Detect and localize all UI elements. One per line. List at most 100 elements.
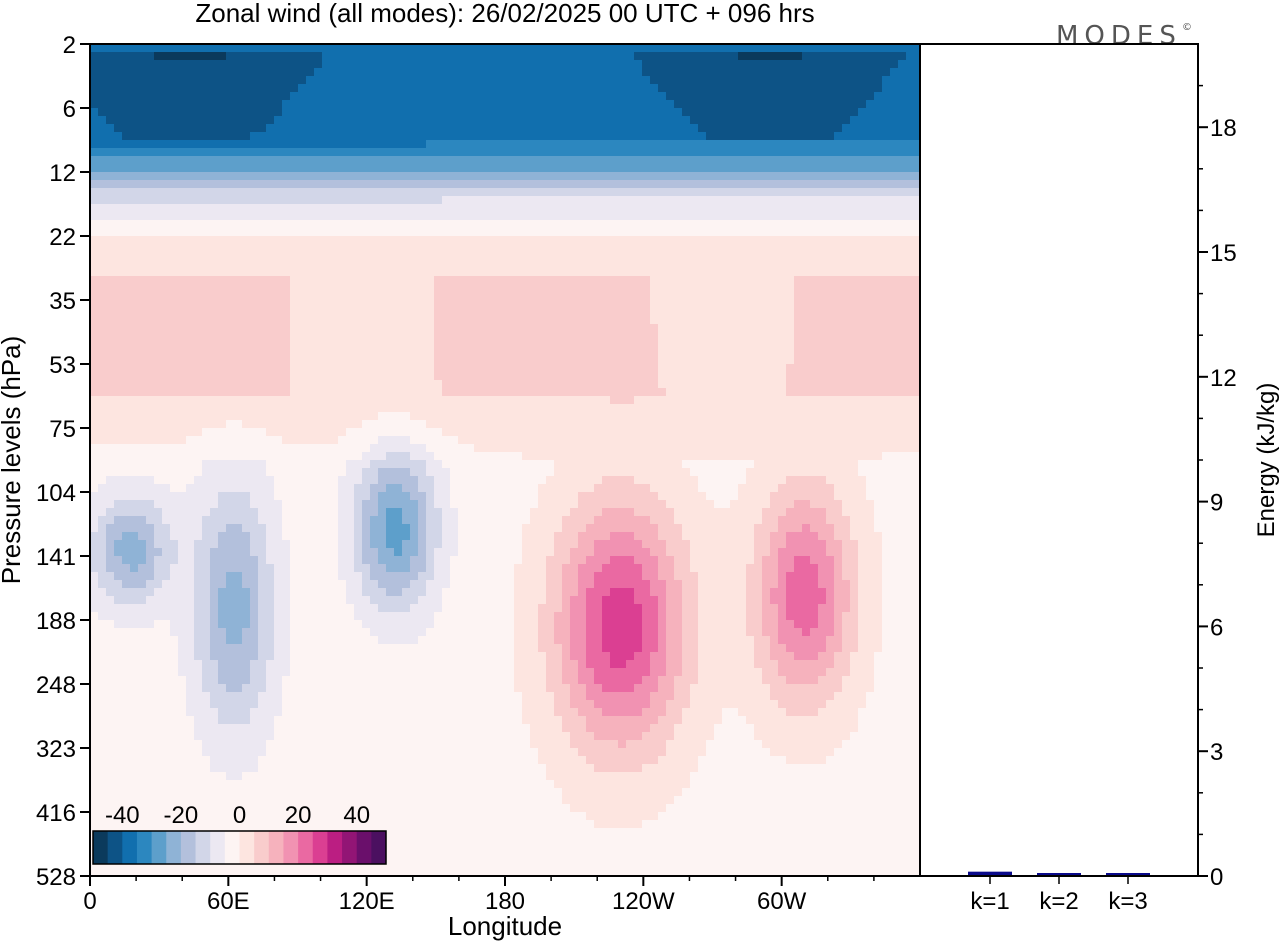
heatmap-cell <box>602 244 611 253</box>
heatmap-cell <box>186 340 195 349</box>
heatmap-cell <box>170 396 179 405</box>
heatmap-cell <box>346 276 355 285</box>
heatmap-cell <box>474 316 483 325</box>
heatmap-cell <box>618 164 627 173</box>
heatmap-cell <box>194 372 203 381</box>
heatmap-cell <box>394 292 403 301</box>
heatmap-cell <box>282 196 291 205</box>
heatmap-cell <box>458 188 467 197</box>
heatmap-cell <box>242 364 251 373</box>
heatmap-cell <box>378 356 387 365</box>
heatmap-cell <box>514 228 523 237</box>
heatmap-cell <box>378 244 387 253</box>
heatmap-cell <box>290 156 299 165</box>
heatmap-cell <box>146 108 155 117</box>
heatmap-cell <box>226 84 235 93</box>
heatmap-cell <box>770 76 779 85</box>
heatmap-cell <box>794 252 803 261</box>
heatmap-cell <box>258 356 267 365</box>
heatmap-cell <box>706 260 715 269</box>
heatmap-cell <box>674 244 683 253</box>
heatmap-cell <box>458 244 467 253</box>
heatmap-cell <box>602 228 611 237</box>
heatmap-cell <box>562 244 571 253</box>
heatmap-cell <box>226 364 235 373</box>
heatmap-cell <box>706 84 715 93</box>
heatmap-cell <box>98 420 107 429</box>
heatmap-cell <box>218 356 227 365</box>
heatmap-cell <box>618 348 627 357</box>
heatmap-cell <box>738 156 747 165</box>
heatmap-cell <box>786 52 795 61</box>
heatmap-cell <box>258 260 267 269</box>
heatmap-cell <box>258 76 267 85</box>
heatmap-cell <box>274 236 283 245</box>
heatmap-cell <box>498 244 507 253</box>
heatmap-cell <box>522 340 531 349</box>
heatmap-cell <box>114 188 123 197</box>
heatmap-cell <box>818 220 827 229</box>
heatmap-cell <box>442 300 451 309</box>
heatmap-cell <box>98 164 107 173</box>
heatmap-cell <box>482 60 491 69</box>
heatmap-cell <box>426 92 435 101</box>
heatmap-cell <box>186 76 195 85</box>
heatmap-cell <box>122 276 131 285</box>
heatmap-cell <box>394 308 403 317</box>
heatmap-cell <box>674 412 683 421</box>
heatmap-cell <box>90 124 99 133</box>
heatmap-cell <box>210 132 219 141</box>
heatmap-cell <box>202 76 211 85</box>
heatmap-cell <box>738 380 747 389</box>
heatmap-cell <box>490 76 499 85</box>
heatmap-cell <box>530 100 539 109</box>
heatmap-cell <box>642 388 651 397</box>
heatmap-cell <box>602 324 611 333</box>
heatmap-cell <box>642 220 651 229</box>
heatmap-cell <box>466 404 475 413</box>
heatmap-cell <box>330 212 339 221</box>
heatmap-cell <box>618 372 627 381</box>
heatmap-cell <box>138 292 147 301</box>
heatmap-cell <box>314 220 323 229</box>
heatmap-cell <box>314 372 323 381</box>
heatmap-cell <box>394 380 403 389</box>
heatmap-cell <box>210 284 219 293</box>
heatmap-cell <box>530 300 539 309</box>
heatmap-cell <box>794 236 803 245</box>
heatmap-cell <box>186 156 195 165</box>
heatmap-cell <box>474 100 483 109</box>
heatmap-cell <box>818 188 827 197</box>
heatmap-cell <box>690 228 699 237</box>
heatmap-cell <box>290 228 299 237</box>
heatmap-cell <box>906 180 915 189</box>
heatmap-cell <box>618 276 627 285</box>
heatmap-cell <box>530 164 539 173</box>
heatmap-cell <box>658 44 667 53</box>
heatmap-cell <box>426 348 435 357</box>
heatmap-cell <box>906 140 915 149</box>
heatmap-cell <box>554 84 563 93</box>
heatmap-cell <box>154 364 163 373</box>
heatmap-cell <box>898 108 907 117</box>
heatmap-cell <box>858 268 867 277</box>
heatmap-cell <box>730 332 739 341</box>
heatmap-cell <box>330 116 339 125</box>
heatmap-cell <box>290 396 299 405</box>
heatmap-cell <box>610 348 619 357</box>
heatmap-cell <box>794 324 803 333</box>
heatmap-cell <box>194 68 203 77</box>
heatmap-cell <box>810 204 819 213</box>
heatmap-cell <box>570 132 579 141</box>
heatmap-cell <box>666 284 675 293</box>
heatmap-cell <box>634 220 643 229</box>
heatmap-cell <box>602 212 611 221</box>
heatmap-cell <box>522 132 531 141</box>
heatmap-cell <box>618 68 627 77</box>
heatmap-cell <box>346 132 355 141</box>
heatmap-cell <box>474 212 483 221</box>
heatmap-cell <box>426 332 435 341</box>
heatmap-cell <box>130 244 139 253</box>
heatmap-cell <box>722 84 731 93</box>
heatmap-cell <box>186 300 195 309</box>
